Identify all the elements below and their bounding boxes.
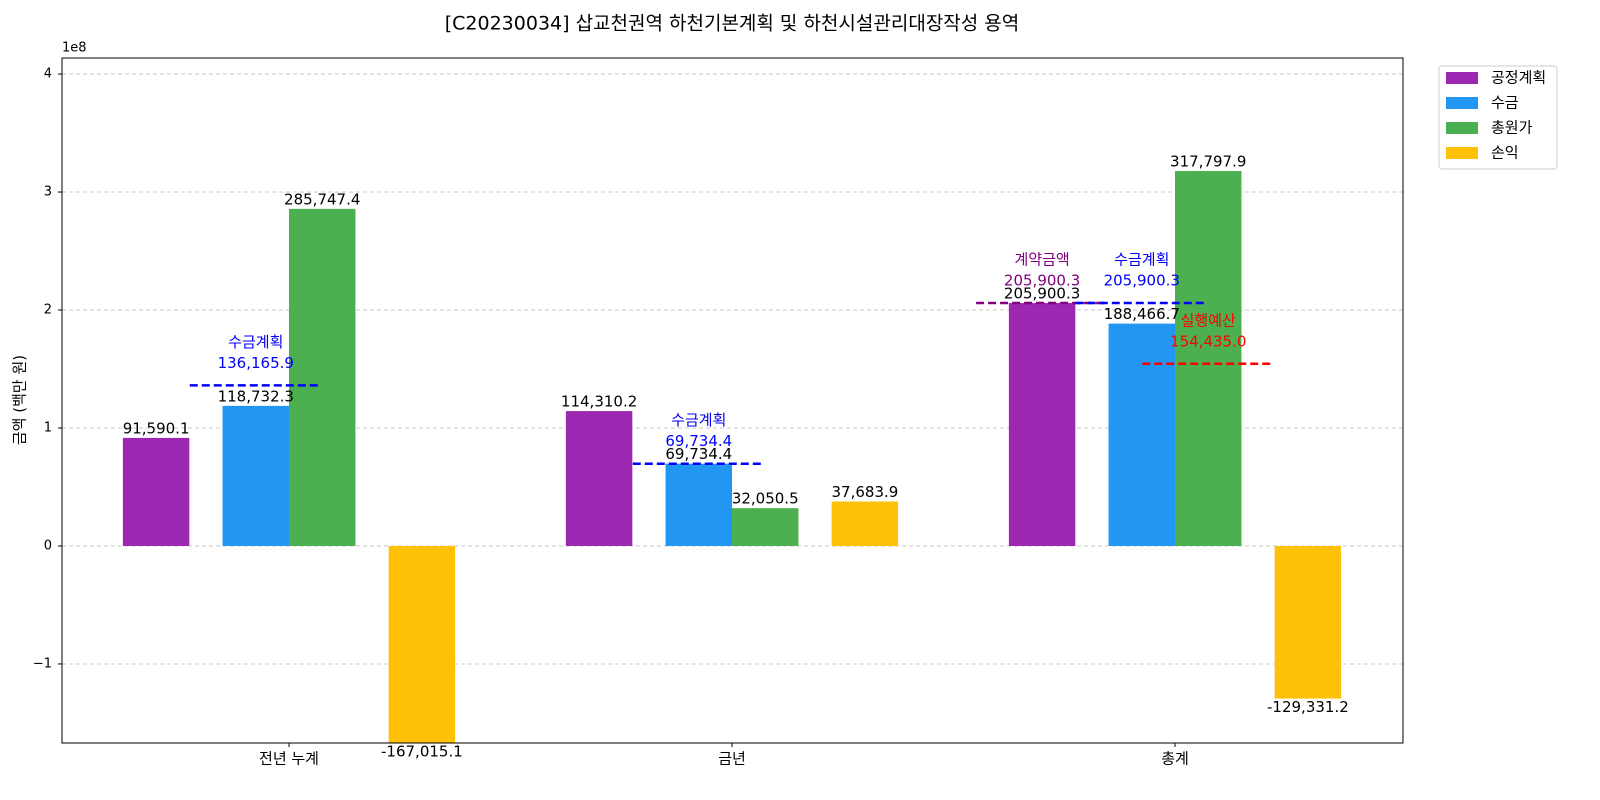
data-label: 32,050.5: [732, 490, 799, 508]
reference-label: 수금계획: [671, 411, 726, 429]
bar: [122, 437, 190, 546]
chart-title: [C20230034] 삽교천권역 하천기본계획 및 하천시설관리대장작성 용역: [445, 13, 1020, 35]
bar: [1008, 303, 1076, 546]
reference-value: 205,900.3: [1104, 272, 1180, 290]
bar: [665, 463, 732, 546]
legend-label: 손익: [1491, 144, 1519, 162]
bar: [222, 405, 289, 546]
y-tick-label: 4: [44, 67, 52, 82]
legend-swatch: [1446, 97, 1478, 109]
data-label: 118,732.3: [218, 387, 294, 405]
axes-frame: [61, 57, 1404, 744]
bar: [732, 508, 799, 546]
reference-value: 205,900.3: [1004, 272, 1080, 290]
legend-box: [1438, 65, 1558, 170]
legend-label: 총원가: [1491, 119, 1533, 137]
reference-label: 계약금액: [1014, 251, 1069, 269]
plot-area: [122, 171, 1342, 743]
data-label: -129,331.2: [1267, 698, 1349, 716]
y-axis-label: 금액 (백만 원): [11, 355, 29, 445]
reference-label: 실행예산: [1181, 311, 1236, 329]
legend-swatch: [1446, 147, 1478, 159]
reference-value: 154,435.0: [1170, 332, 1246, 350]
bar: [565, 411, 633, 546]
bar: [1175, 171, 1242, 546]
y-tick-label: 0: [44, 538, 52, 553]
bar: [289, 208, 356, 546]
bar: [831, 501, 899, 546]
legend-swatch: [1446, 72, 1478, 84]
data-label: 285,747.4: [284, 190, 360, 208]
reference-label: 수금계획: [1114, 251, 1169, 269]
reference-value: 136,165.9: [218, 354, 294, 372]
y-offset-label: 1e8: [62, 41, 87, 56]
y-tick-label: 3: [44, 185, 52, 200]
x-tick-label: 전년 누계: [259, 750, 319, 768]
x-tick-label: 총계: [1161, 750, 1189, 768]
y-tick-label: 2: [44, 303, 52, 318]
bar: [1274, 545, 1342, 699]
legend-swatch: [1446, 122, 1478, 134]
data-label: 91,590.1: [123, 419, 190, 437]
data-label: -167,015.1: [381, 743, 463, 761]
bar: [388, 545, 456, 743]
legend-label: 공정계획: [1491, 69, 1546, 87]
data-label: 188,466.7: [1104, 305, 1180, 323]
reference-label: 수금계획: [228, 333, 283, 351]
y-tick-label: 1: [44, 420, 52, 435]
x-tick-label: 금년: [718, 750, 746, 768]
bar: [1108, 323, 1175, 546]
y-tick-label: −1: [33, 656, 52, 671]
data-label: 69,734.4: [665, 445, 732, 463]
reference-value: 69,734.4: [665, 432, 732, 450]
legend-label: 수금: [1491, 94, 1519, 112]
data-label: 37,683.9: [832, 483, 899, 501]
data-label: 114,310.2: [561, 393, 637, 411]
data-label: 317,797.9: [1170, 153, 1246, 171]
data-label: 205,900.3: [1004, 285, 1080, 303]
